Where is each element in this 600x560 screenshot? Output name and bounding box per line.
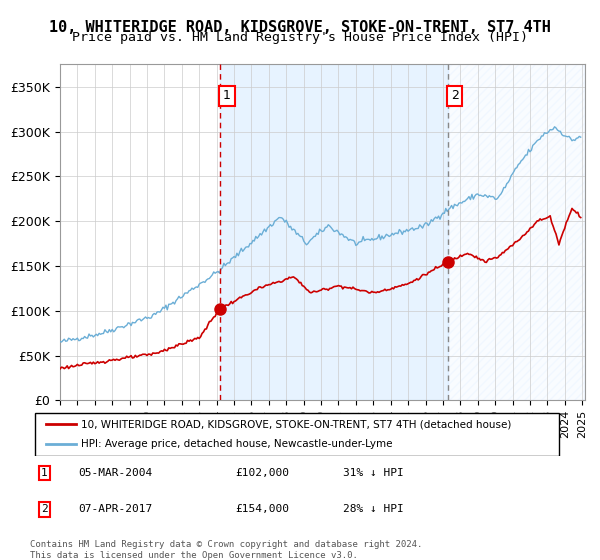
Text: 05-MAR-2004: 05-MAR-2004 — [79, 468, 153, 478]
Text: 31% ↓ HPI: 31% ↓ HPI — [343, 468, 404, 478]
Text: Contains HM Land Registry data © Crown copyright and database right 2024.
This d: Contains HM Land Registry data © Crown c… — [30, 540, 422, 560]
Text: 07-APR-2017: 07-APR-2017 — [79, 505, 153, 514]
Text: 1: 1 — [41, 468, 47, 478]
Text: HPI: Average price, detached house, Newcastle-under-Lyme: HPI: Average price, detached house, Newc… — [82, 439, 393, 449]
Text: 1: 1 — [223, 89, 231, 102]
Text: £154,000: £154,000 — [235, 505, 289, 514]
FancyBboxPatch shape — [35, 413, 559, 455]
Bar — [448, 64, 584, 400]
Text: £102,000: £102,000 — [235, 468, 289, 478]
Text: 10, WHITERIDGE ROAD, KIDSGROVE, STOKE-ON-TRENT, ST7 4TH (detached house): 10, WHITERIDGE ROAD, KIDSGROVE, STOKE-ON… — [82, 419, 512, 429]
Bar — [448, 64, 584, 400]
Text: 10, WHITERIDGE ROAD, KIDSGROVE, STOKE-ON-TRENT, ST7 4TH: 10, WHITERIDGE ROAD, KIDSGROVE, STOKE-ON… — [49, 20, 551, 35]
Text: 28% ↓ HPI: 28% ↓ HPI — [343, 505, 404, 514]
Bar — [220, 64, 448, 400]
Text: 2: 2 — [41, 505, 47, 514]
Text: 2: 2 — [451, 89, 458, 102]
Text: Price paid vs. HM Land Registry's House Price Index (HPI): Price paid vs. HM Land Registry's House … — [72, 31, 528, 44]
